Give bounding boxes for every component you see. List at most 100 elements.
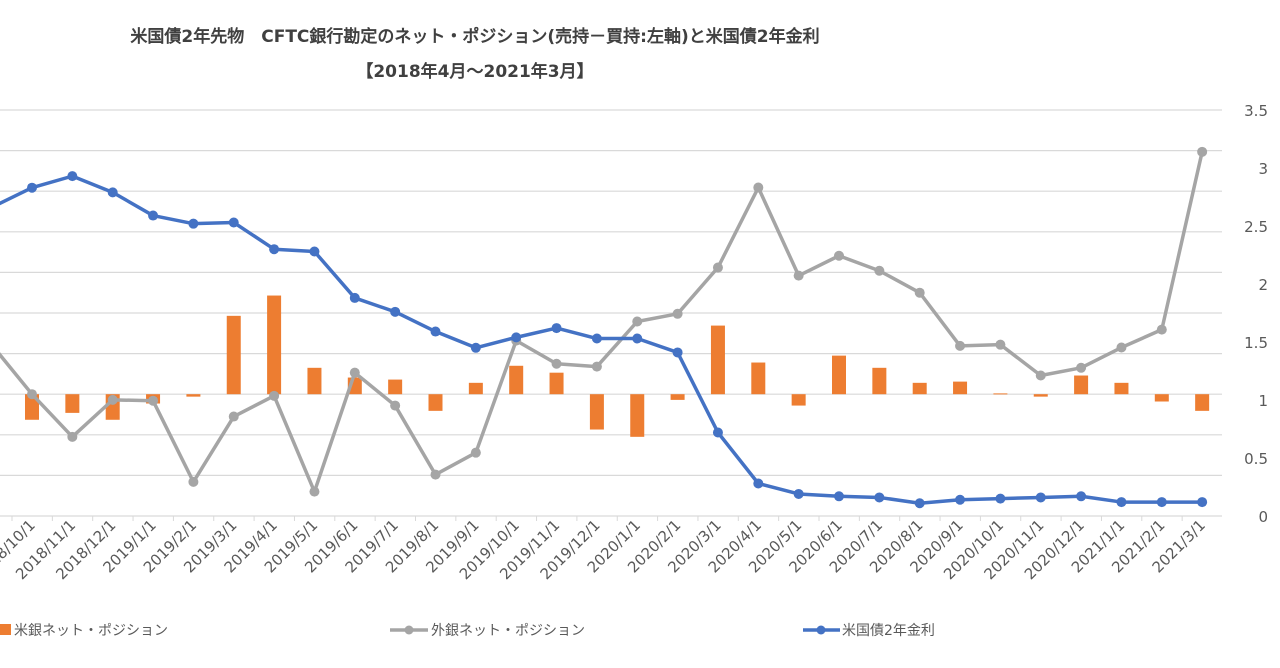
- bar-us-banks: [307, 367, 322, 395]
- bar-us-banks: [186, 394, 201, 397]
- point-rate: [27, 182, 37, 193]
- bar-us-banks: [791, 394, 806, 406]
- point-rate: [793, 488, 804, 499]
- bar-us-banks: [912, 382, 927, 395]
- bar-us-banks: [1154, 394, 1169, 402]
- legend-label-rate: 米国債2年金利: [842, 623, 935, 639]
- bar-us-banks: [509, 365, 524, 395]
- point-foreign-banks: [107, 394, 118, 405]
- point-rate: [269, 244, 280, 255]
- point-foreign-banks: [793, 270, 804, 281]
- point-rate: [511, 332, 522, 343]
- point-rate: [753, 478, 764, 489]
- bar-us-banks: [1195, 394, 1210, 411]
- point-rate: [470, 342, 481, 353]
- legend: 米銀ネット・ポジション 外銀ネット・ポジション 米国債2年金利: [0, 623, 935, 639]
- right-axis: 0 0.5 1 1.5 2 2.5 3 3.5: [1244, 102, 1268, 526]
- point-rate: [1076, 491, 1087, 502]
- point-foreign-banks: [1076, 362, 1087, 373]
- point-rate: [834, 491, 844, 502]
- point-rate: [995, 493, 1006, 504]
- chart-subtitle: 【2018年4月～2021年3月】: [356, 61, 593, 82]
- point-foreign-banks: [1156, 324, 1167, 335]
- legend-label-us-banks: 米銀ネット・ポジション: [14, 623, 168, 639]
- point-rate: [228, 217, 239, 228]
- bar-us-banks: [872, 367, 887, 395]
- point-foreign-banks: [1116, 342, 1127, 353]
- point-foreign-banks: [591, 361, 602, 372]
- point-rate: [591, 333, 602, 344]
- point-rate: [551, 323, 562, 334]
- point-rate: [672, 347, 683, 358]
- bar-us-banks: [549, 372, 564, 395]
- gridlines: [0, 109, 1222, 517]
- point-foreign-banks: [349, 367, 360, 378]
- point-foreign-banks: [551, 358, 562, 369]
- point-rate: [309, 246, 320, 257]
- point-foreign-banks: [1035, 370, 1046, 381]
- point-foreign-banks: [1197, 146, 1208, 157]
- bars: [25, 295, 1210, 437]
- bar-us-banks: [832, 355, 846, 395]
- bar-us-banks: [1074, 375, 1089, 395]
- point-rate: [430, 326, 441, 337]
- right-axis-tick-label: 3: [1258, 160, 1268, 178]
- right-axis-tick-label: 1: [1258, 392, 1268, 410]
- bar-us-banks: [1114, 382, 1129, 395]
- legend-label-foreign-banks: 外銀ネット・ポジション: [431, 623, 585, 639]
- point-rate: [390, 306, 401, 317]
- point-foreign-banks: [874, 265, 885, 276]
- point-foreign-banks: [269, 390, 280, 401]
- legend-swatch-us-banks: [0, 624, 11, 635]
- point-foreign-banks: [430, 469, 441, 480]
- point-foreign-banks: [712, 262, 723, 273]
- lines: [0, 146, 1208, 509]
- point-foreign-banks: [309, 486, 320, 497]
- point-foreign-banks: [228, 411, 239, 422]
- point-rate: [1035, 492, 1046, 503]
- point-rate: [148, 210, 159, 221]
- line-foreign-banks: [0, 151, 1204, 494]
- point-rate: [1116, 497, 1127, 508]
- point-foreign-banks: [672, 308, 683, 319]
- point-foreign-banks: [955, 340, 966, 351]
- point-foreign-banks: [188, 476, 199, 487]
- point-foreign-banks: [27, 389, 37, 400]
- bar-us-banks: [630, 394, 645, 437]
- point-rate: [188, 218, 199, 229]
- right-axis-tick-label: 2.5: [1244, 218, 1268, 236]
- bar-us-banks: [993, 393, 1008, 395]
- bar-us-banks: [670, 394, 685, 400]
- bar-us-banks: [25, 394, 39, 420]
- point-rate: [1156, 497, 1167, 508]
- point-rate: [874, 492, 885, 503]
- point-foreign-banks: [914, 287, 925, 298]
- legend-marker-rate: [816, 625, 826, 635]
- right-axis-tick-label: 0.5: [1244, 450, 1268, 468]
- point-foreign-banks: [834, 250, 844, 261]
- bar-us-banks: [710, 325, 725, 395]
- legend-marker-foreign-banks: [404, 625, 414, 635]
- point-rate: [712, 427, 723, 438]
- right-axis-tick-label: 3.5: [1244, 102, 1268, 120]
- point-foreign-banks: [67, 431, 78, 442]
- right-axis-tick-label: 2: [1258, 276, 1268, 294]
- point-rate: [1197, 497, 1208, 508]
- bar-us-banks: [751, 362, 766, 395]
- bar-us-banks: [589, 394, 604, 430]
- point-rate: [914, 498, 925, 509]
- point-foreign-banks: [753, 182, 764, 193]
- right-axis-tick-label: 1.5: [1244, 334, 1268, 352]
- point-foreign-banks: [995, 339, 1006, 350]
- point-rate: [107, 187, 118, 198]
- right-axis-tick-label: 0: [1258, 508, 1268, 526]
- point-rate: [349, 292, 360, 303]
- bar-us-banks: [388, 379, 403, 395]
- point-foreign-banks: [632, 316, 643, 327]
- bar-us-banks: [953, 381, 968, 395]
- point-foreign-banks: [470, 447, 481, 458]
- bar-us-banks: [468, 382, 483, 395]
- chart-title: 米国債2年先物 CFTC銀行勘定のネット・ポジション(売持－買持:左軸)と米国債…: [130, 26, 819, 47]
- x-axis: 2018/9/12018/10/12018/11/12018/12/12019/…: [0, 516, 1209, 583]
